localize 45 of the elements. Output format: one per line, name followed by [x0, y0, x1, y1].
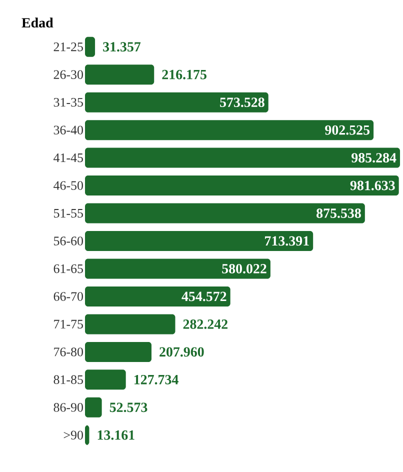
data-label: 282.242: [183, 319, 228, 329]
bar: [85, 203, 365, 224]
data-label: 573.528: [220, 98, 264, 108]
y-tick-label: 81-85: [54, 375, 83, 384]
data-label: 52.573: [110, 402, 148, 412]
data-label: 902.525: [325, 125, 370, 135]
y-tick-label: 41-45: [54, 153, 83, 162]
bar: [85, 286, 230, 306]
bar: [85, 120, 374, 140]
data-label: 454.572: [182, 292, 226, 302]
bar: [85, 342, 152, 362]
bar: [85, 36, 96, 57]
bar: [85, 397, 102, 418]
bar: [85, 92, 268, 112]
y-tick-label: 76-80: [54, 348, 83, 356]
y-tick-label: 86-90: [54, 403, 83, 412]
data-label: 875.538: [316, 208, 361, 218]
y-tick-label: 51-55: [54, 208, 83, 218]
data-label: 713.391: [265, 236, 309, 246]
data-label: 580.022: [222, 264, 266, 274]
y-tick-label: 56-60: [54, 236, 83, 246]
data-label: 127.734: [134, 374, 178, 384]
y-tick-label: 21-25: [54, 42, 83, 52]
bar: [85, 258, 270, 279]
y-tick-label: 61-65: [54, 264, 83, 274]
bar: [85, 148, 400, 168]
data-label: 207.960: [160, 347, 204, 357]
y-tick-label: 71-75: [54, 320, 83, 329]
y-tick-label: 26-30: [54, 70, 83, 79]
y-tick-label: 46-50: [54, 181, 83, 190]
y-tick-label: 31-35: [54, 98, 83, 107]
y-tick-label: 66-70: [54, 292, 83, 301]
data-label: 985.284: [352, 153, 396, 163]
y-tick-label: >90: [64, 430, 83, 440]
bar: [85, 176, 399, 196]
y-tick-label: 36-40: [54, 126, 83, 134]
data-label: 216.175: [162, 70, 206, 80]
bar: [85, 64, 154, 85]
data-label: 31.357: [103, 42, 141, 52]
bar: [85, 370, 126, 390]
bar: [85, 314, 176, 334]
data-label: 13.161: [98, 430, 134, 440]
data-label: 981.633: [350, 180, 395, 190]
y-axis-title: Edad: [22, 18, 54, 28]
bar: [85, 231, 314, 251]
